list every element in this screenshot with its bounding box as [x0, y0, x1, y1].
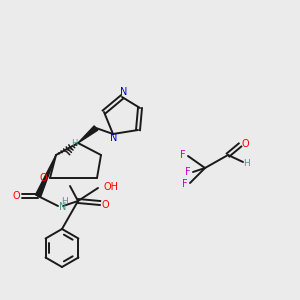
Text: H: H	[244, 158, 250, 167]
Polygon shape	[78, 126, 98, 143]
Text: OH: OH	[103, 182, 118, 192]
Text: F: F	[180, 150, 186, 160]
Text: N: N	[59, 202, 66, 212]
Text: H: H	[71, 139, 77, 148]
Text: O: O	[101, 200, 109, 210]
Text: O: O	[241, 139, 249, 149]
Text: H: H	[61, 197, 68, 206]
Text: O: O	[12, 191, 20, 201]
Text: O: O	[39, 173, 47, 183]
Polygon shape	[35, 155, 56, 197]
Text: N: N	[110, 133, 118, 143]
Text: F: F	[182, 179, 188, 189]
Text: N: N	[120, 87, 128, 97]
Text: F: F	[185, 167, 191, 177]
